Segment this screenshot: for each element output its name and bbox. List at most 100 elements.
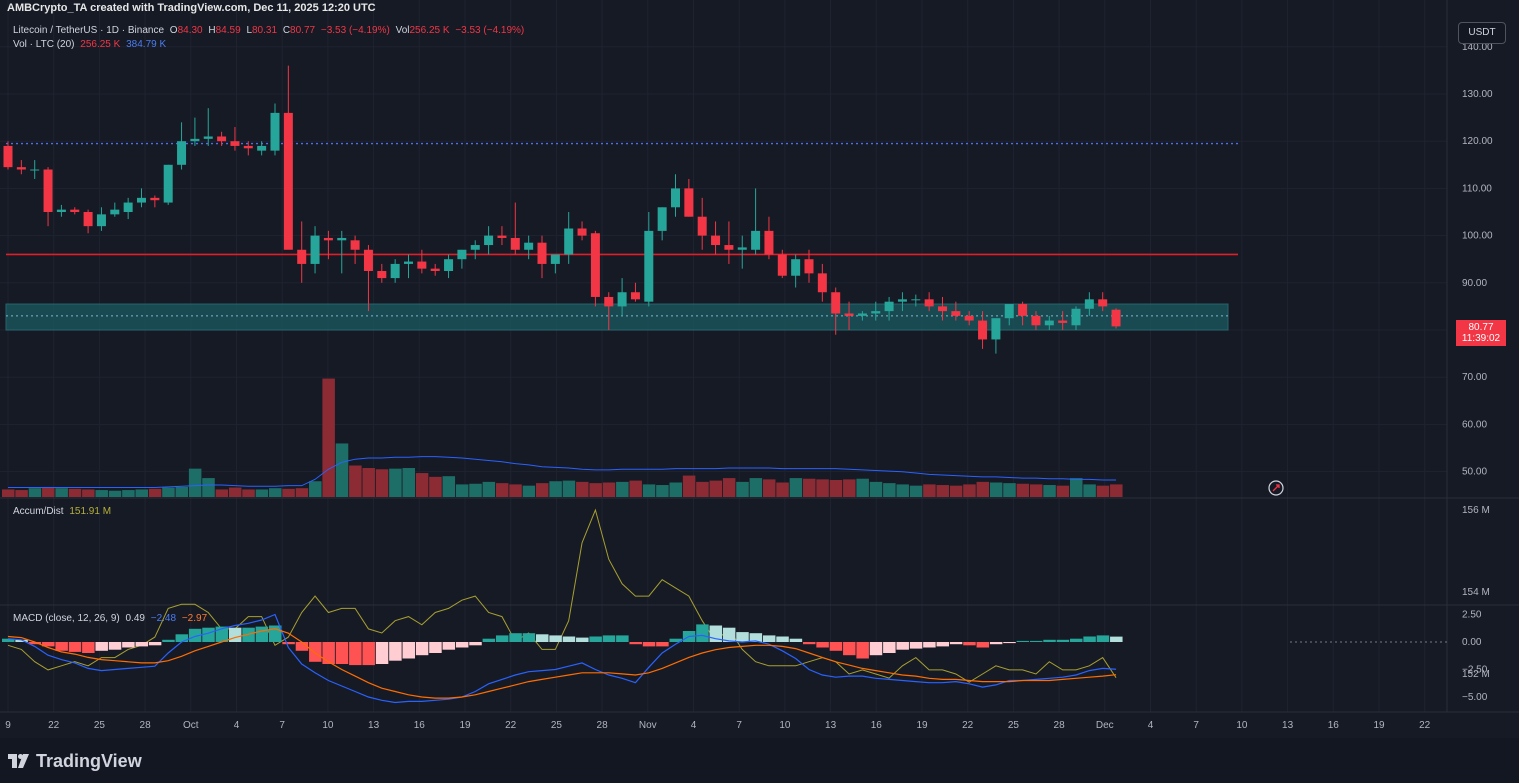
candle-body [297,249,307,264]
volume-bar [2,489,15,497]
volume-bar [269,488,282,497]
time-tick-label: 28 [1054,720,1066,731]
macd-tick-label: −2.50 [1462,665,1488,676]
volume-bar [509,484,522,497]
macd-bar [82,642,95,653]
tradingview-logo-icon [8,754,29,768]
volume-bar [1016,483,1030,497]
candle-body [911,299,921,301]
vol-value: 256.25 K [409,25,450,36]
volume-bar [696,481,709,497]
candle-body [1098,299,1108,307]
volume-bar [722,478,736,497]
macd-bar [362,642,375,666]
macd-line-value: −2.48 [150,613,177,624]
macd-bar [335,642,349,664]
candle-body [417,261,427,269]
macd-bar [829,642,843,651]
macd-bar [1056,639,1070,642]
macd-line [7,613,1117,704]
candle-body [150,197,160,201]
macd-bar [589,636,602,642]
candle-body [43,169,53,212]
candle-body [404,261,413,264]
macd-bar [309,642,322,662]
change-value: −3.53 (−4.19%) [320,25,390,36]
macd-name[interactable]: MACD (close, 12, 26, 9) [13,613,120,624]
volume-bar [442,476,456,497]
symbol-title[interactable]: Litecoin / TetherUS · 1D · Binance [13,25,165,36]
candle-body [777,254,787,276]
macd-bar [455,642,469,648]
accum-tick-label: 152 M [1462,669,1490,680]
candle-body [978,320,988,340]
volume-bar [309,481,322,497]
candle-body [617,292,627,307]
candle-body [510,237,520,250]
bar-countdown: 11:39:02 [1461,333,1501,344]
volume-bar [909,485,923,497]
candle-body [751,230,761,250]
price-tick-label: 100.00 [1462,231,1493,242]
candle-body [1004,304,1014,319]
candle-body [3,145,13,168]
time-tick-label: 25 [551,720,563,731]
candle-body [550,254,560,264]
macd-bar [989,642,1003,645]
macd-bar [122,642,135,648]
volume-bar [562,480,576,497]
candle-body [924,299,934,307]
currency-button[interactable]: USDT [1458,22,1506,44]
candle-body [1111,309,1121,327]
candle-body [56,209,66,212]
candle-body [604,296,614,307]
candle-body [697,216,707,236]
candle-body [257,145,267,151]
macd-bar [349,642,362,666]
candle-body [390,263,400,279]
macd-bar [389,642,402,661]
time-tick-label: 16 [1328,720,1340,731]
volume-bar [469,483,482,497]
macd-bar [629,642,642,645]
volume-value: 256.25 K [80,39,121,50]
created-by-header: AMBCrypto_TA created with TradingView.co… [7,2,376,14]
candle-body [844,313,854,316]
time-tick-label: 4 [691,720,697,731]
volume-bar [349,465,362,497]
volume-bar [616,481,629,497]
candle-body [177,141,187,165]
close-label: C [282,25,291,36]
symbol-legend: Litecoin / TetherUS · 1D · Binance O84.3… [13,25,527,36]
tradingview-logo[interactable]: TradingView [8,751,142,772]
macd-bar [375,642,389,664]
candle-body [337,237,347,241]
volume-bar [736,481,749,497]
candle-body [577,228,587,236]
macd-bar [1110,636,1123,642]
time-tick-label: 28 [140,720,152,731]
macd-bar [869,642,883,656]
candle-body [764,230,774,255]
price-tick-label: 90.00 [1462,278,1487,289]
macd-bar [1029,640,1043,642]
macd-bar [896,642,909,650]
volume-bar [122,490,135,497]
macd-bar [616,635,629,642]
candle-body [444,259,454,271]
accum-dist-name[interactable]: Accum/Dist [13,506,64,517]
macd-bar [1083,636,1096,642]
volume-legend: Vol · LTC (20) 256.25 K 384.79 K [13,39,169,50]
macd-bar [402,642,415,659]
macd-bar [322,642,335,664]
last-price-label: 80.77 11:39:02 [1456,320,1506,346]
macd-bar [656,642,669,647]
candle-body [70,209,80,212]
candle-body [470,245,480,250]
time-tick-label: 7 [736,720,742,731]
macd-bar [722,627,736,642]
volume-indicator-name[interactable]: Vol · LTC (20) [13,39,75,50]
price-tick-label: 60.00 [1462,419,1487,430]
candle-body [524,242,534,250]
